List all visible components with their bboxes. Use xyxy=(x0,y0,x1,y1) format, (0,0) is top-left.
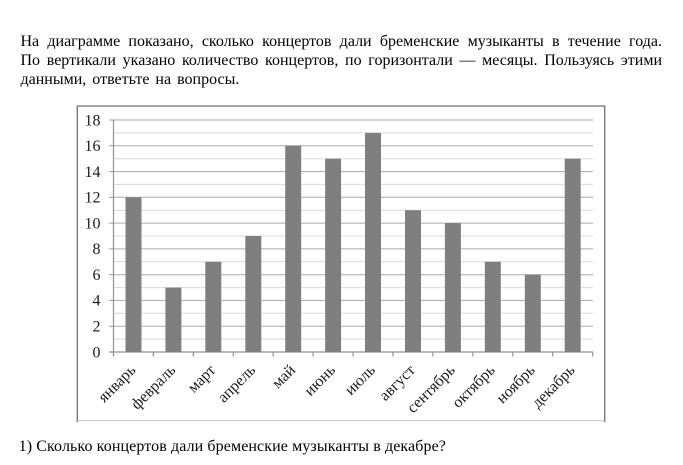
svg-text:май: май xyxy=(269,362,299,392)
svg-text:июль: июль xyxy=(342,362,379,399)
svg-text:4: 4 xyxy=(93,293,101,310)
svg-text:10: 10 xyxy=(85,215,101,232)
svg-text:8: 8 xyxy=(93,241,101,258)
svg-text:6: 6 xyxy=(93,267,101,284)
svg-text:18: 18 xyxy=(85,112,101,129)
svg-text:март: март xyxy=(185,362,220,397)
svg-text:0: 0 xyxy=(93,344,101,361)
svg-text:февраль: февраль xyxy=(128,362,179,413)
svg-text:16: 16 xyxy=(85,138,101,155)
svg-text:октябрь: октябрь xyxy=(449,362,499,412)
svg-text:12: 12 xyxy=(85,190,101,207)
svg-text:декабрь: декабрь xyxy=(529,362,579,412)
svg-text:апрель: апрель xyxy=(215,362,259,406)
svg-text:2: 2 xyxy=(93,319,101,336)
svg-text:июнь: июнь xyxy=(301,362,339,400)
svg-text:14: 14 xyxy=(85,164,101,181)
